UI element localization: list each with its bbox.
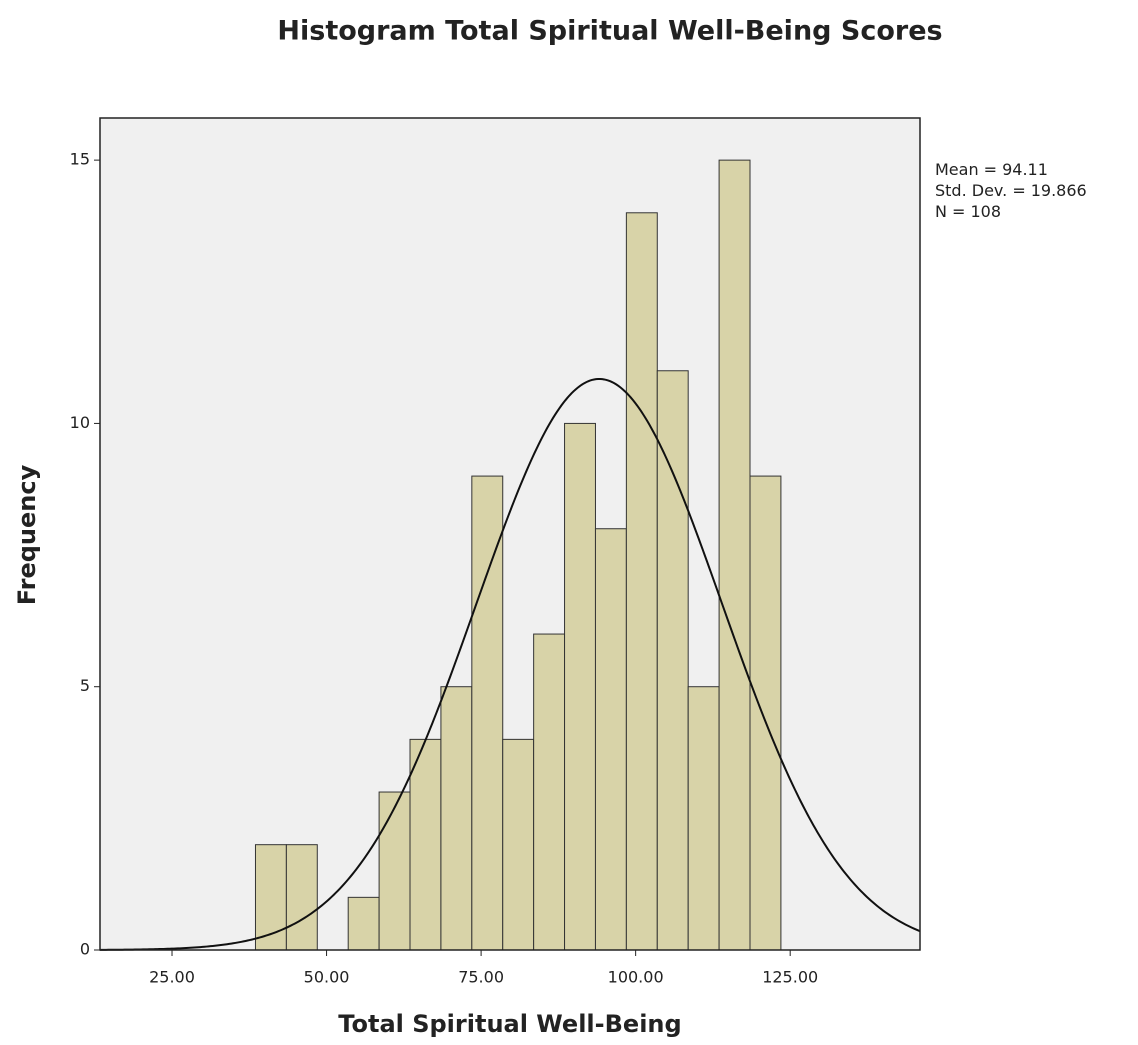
y-tick-label: 10	[70, 413, 90, 432]
stat-annotation: Std. Dev. = 19.866	[935, 181, 1087, 200]
y-tick-label: 0	[80, 940, 90, 959]
stat-label: Mean =	[935, 160, 997, 179]
bar	[502, 738, 535, 951]
y-axis-label: Frequency	[13, 464, 41, 605]
x-tick-label: 125.00	[762, 968, 818, 987]
bar	[409, 738, 442, 951]
plot-frame	[99, 117, 921, 951]
bar	[440, 686, 473, 951]
stat-value: 19.866	[1031, 181, 1087, 200]
stat-label: Std. Dev. =	[935, 181, 1026, 200]
bar	[471, 475, 504, 951]
stat-annotation: Mean = 94.11	[935, 160, 1048, 179]
x-axis-label: Total Spiritual Well-Being	[338, 1010, 681, 1038]
bar	[564, 422, 596, 951]
bar	[378, 791, 411, 951]
bar	[656, 370, 689, 951]
x-tick-label: 25.00	[149, 968, 195, 987]
stat-value: 94.11	[1002, 160, 1048, 179]
bar	[594, 528, 627, 951]
bar	[749, 475, 782, 951]
bar	[533, 633, 566, 951]
y-tick-label: 5	[80, 676, 90, 695]
bar	[285, 844, 318, 951]
bar	[347, 896, 380, 951]
x-tick-label: 75.00	[458, 968, 504, 987]
chart-title: Histogram Total Spiritual Well-Being Sco…	[277, 16, 942, 47]
y-tick-label: 15	[70, 150, 90, 169]
stat-annotation: N = 108	[935, 202, 1001, 221]
bar	[625, 212, 658, 951]
bar	[687, 686, 720, 951]
bar	[718, 159, 751, 951]
x-tick-label: 100.00	[608, 968, 664, 987]
stat-label: N =	[935, 202, 965, 221]
normal-curve	[99, 377, 921, 951]
x-tick-label: 50.00	[304, 968, 350, 987]
stat-value: 108	[970, 202, 1001, 221]
bar	[254, 844, 287, 951]
